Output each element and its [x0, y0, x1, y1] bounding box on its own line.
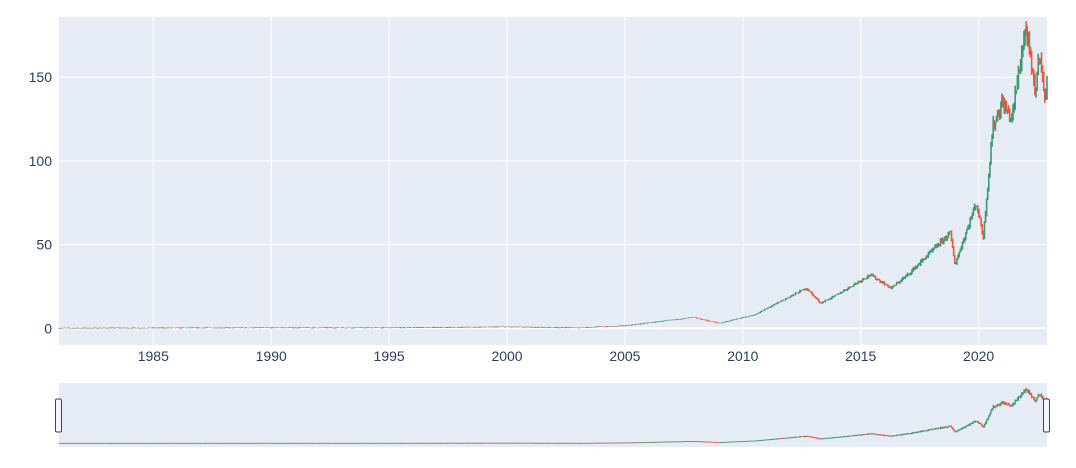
range-slider[interactable]: [59, 383, 1047, 447]
x-axis-ticks: 1985 1990 1995 2000 2005 2010 2015 2020: [138, 348, 995, 364]
candlestick-series: [58, 21, 1048, 329]
x-tick-label: 2000: [491, 348, 522, 364]
x-tick-label: 1990: [256, 348, 287, 364]
x-tick-label: 1995: [374, 348, 405, 364]
plot-area[interactable]: [59, 17, 1047, 345]
y-tick-label: 0: [44, 320, 52, 336]
x-tick-label: 2005: [609, 348, 640, 364]
y-axis-ticks: 0 50 100 150: [29, 69, 53, 336]
y-tick-label: 100: [29, 153, 53, 169]
x-tick-label: 2020: [963, 348, 994, 364]
gridlines: [59, 17, 1047, 345]
range-slider-left-handle[interactable]: [55, 398, 62, 433]
y-tick-label: 150: [29, 69, 53, 85]
y-tick-label: 50: [36, 237, 52, 253]
x-tick-label: 2010: [727, 348, 758, 364]
x-tick-label: 2015: [845, 348, 876, 364]
x-tick-label: 1985: [138, 348, 169, 364]
range-slider-right-handle[interactable]: [1043, 398, 1050, 433]
range-slider-series: [58, 387, 1048, 444]
